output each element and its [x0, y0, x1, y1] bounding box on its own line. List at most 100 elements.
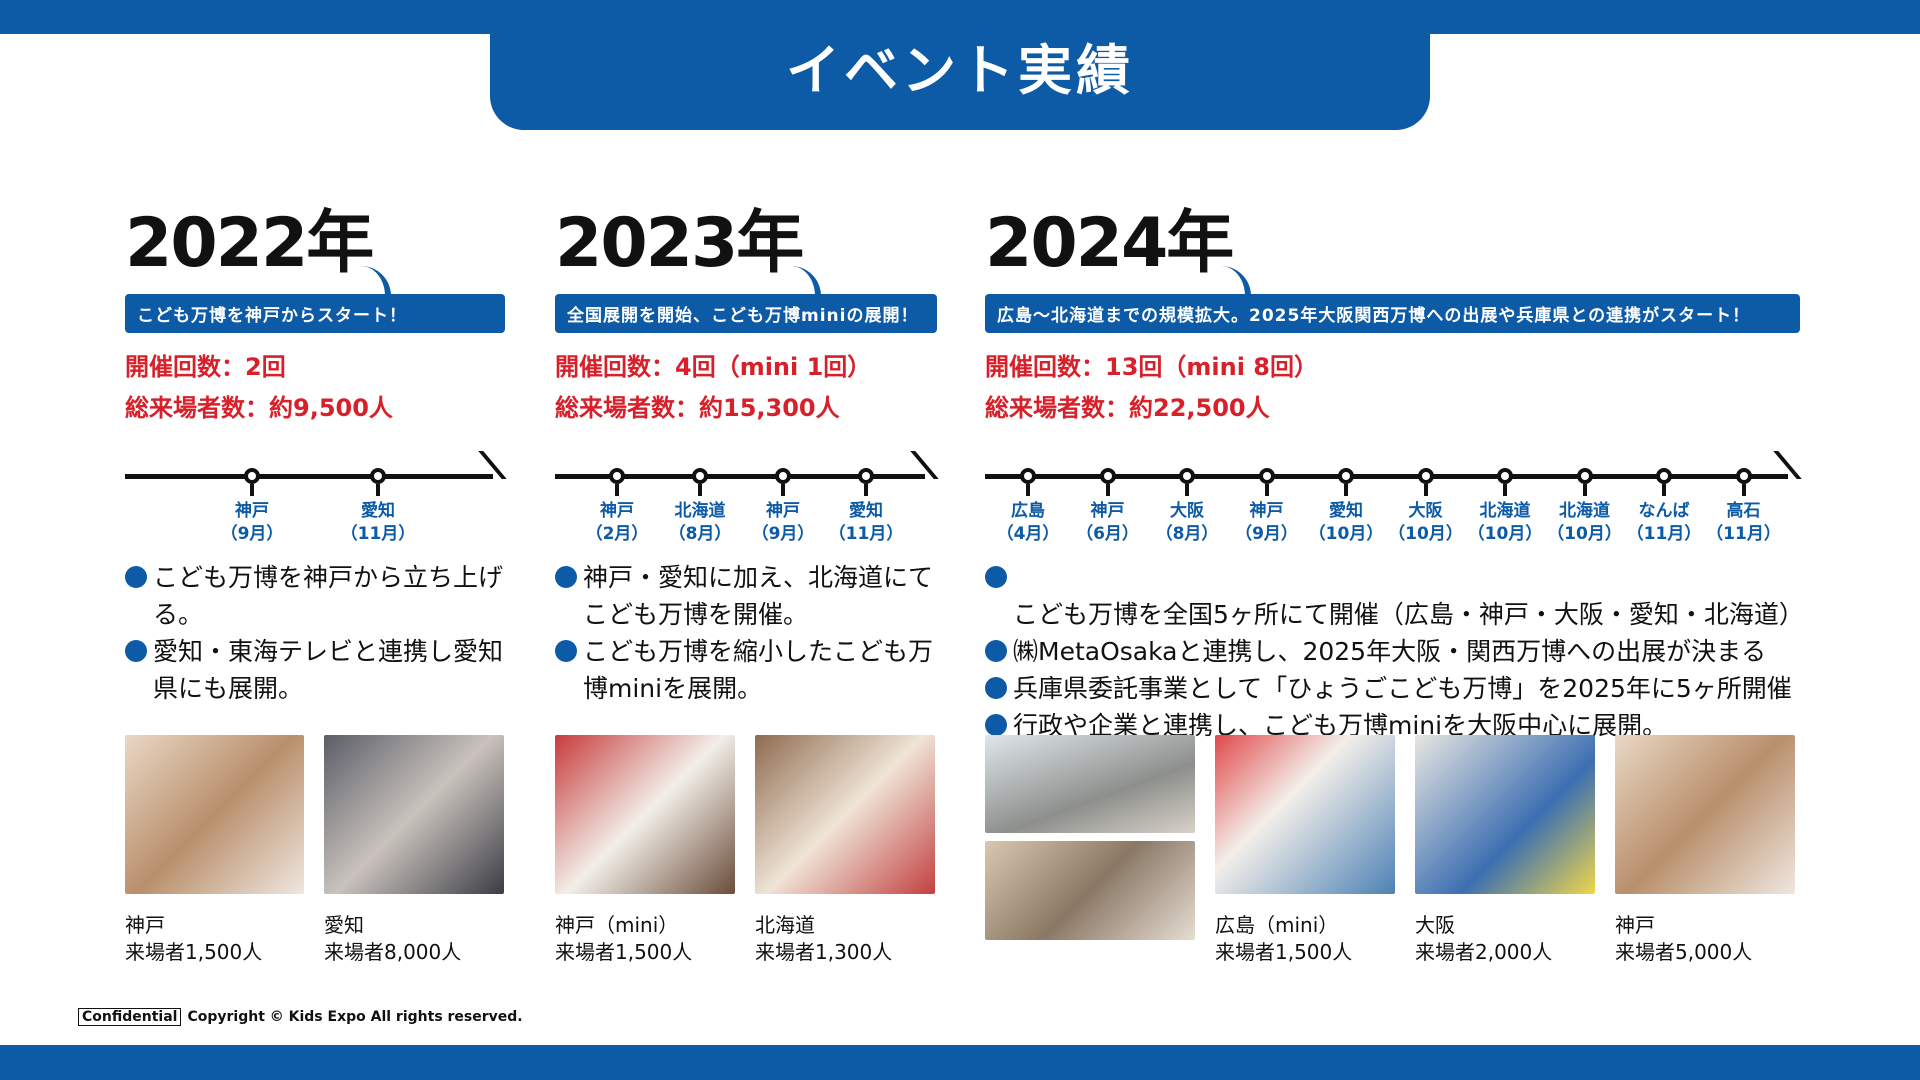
- event-photo: 北海道来場者1,300人: [755, 735, 935, 964]
- photo-visitors: 来場者8,000人: [324, 940, 462, 964]
- timeline-node: 北海道 （10月）: [1545, 437, 1625, 546]
- stat-visitors: 総来場者数：約22,500人: [985, 394, 1270, 422]
- event-photo: [985, 735, 1195, 833]
- timeline: 神戸 （2月） 北海道 （8月） 神戸 （9月） 愛知 （11月）: [555, 437, 939, 547]
- node-month: （2月）: [585, 524, 649, 544]
- node-month: （6月）: [1076, 524, 1139, 544]
- timeline-node: 北海道 （8月）: [660, 437, 740, 546]
- circle-marker-icon: [692, 468, 708, 484]
- photo-visitors: 来場者1,500人: [555, 940, 693, 964]
- circle-marker-icon: [858, 468, 874, 484]
- photo-place: 神戸: [1615, 913, 1655, 937]
- bullet-dot-icon: [985, 566, 1007, 588]
- timeline-line: [985, 474, 1788, 479]
- bullet-item: 兵庫県委託事業として「ひょうごこども万博」を2025年に5ヶ所開催: [985, 670, 1800, 707]
- year-heading: 2023年: [555, 204, 804, 283]
- timeline-node: 神戸 （9月）: [212, 437, 292, 546]
- stat-count: 開催回数：13回（mini 8回）: [985, 353, 1318, 381]
- bullet-dot-icon: [125, 640, 147, 662]
- timeline-node: 愛知 （11月）: [338, 437, 418, 546]
- timeline-node: 神戸 （9月）: [743, 437, 823, 546]
- bullet-item: こども万博を縮小したこども万博miniを展開。: [555, 633, 937, 707]
- photo-place: 神戸: [125, 913, 165, 937]
- year-column-1: 2023年 全国展開を開始、こども万博miniの展開！ 開催回数：4回（mini…: [555, 200, 939, 964]
- node-city: 大阪: [1408, 501, 1443, 521]
- node-city: 大阪: [1170, 501, 1204, 521]
- node-month: （10月）: [1388, 524, 1463, 544]
- node-city: 神戸: [235, 501, 269, 521]
- node-city: 神戸: [1249, 501, 1284, 521]
- bullet-dot-icon: [555, 640, 577, 662]
- photo-visitors: 来場者1,300人: [755, 940, 893, 964]
- stat-count: 開催回数：2回: [125, 353, 286, 381]
- timeline-node: 神戸 （2月）: [577, 437, 657, 546]
- timeline-node: 北海道 （10月）: [1465, 437, 1545, 546]
- node-city: 北海道: [674, 501, 726, 521]
- node-month: （8月）: [1155, 524, 1219, 544]
- timeline-line: [125, 474, 493, 479]
- bullet-item: 神戸・愛知に加え、北海道にてこども万博を開催。: [555, 559, 937, 633]
- event-photo: 神戸 来場者5,000人: [1615, 735, 1795, 964]
- bullet-dot-icon: [985, 714, 1007, 736]
- node-city: 愛知: [849, 501, 883, 521]
- node-month: （11月）: [1706, 524, 1781, 544]
- year-heading: 2022年: [125, 204, 374, 283]
- node-month: （11月）: [828, 524, 904, 544]
- bullet-dot-icon: [985, 677, 1007, 699]
- bullet-item: こども万博を全国5ヶ所にて開催（広島・神戸・大阪・愛知・北海道）: [985, 559, 1804, 633]
- timeline-node: 大阪 （8月）: [1147, 437, 1227, 546]
- bullet-dot-icon: [555, 566, 577, 588]
- node-month: （8月）: [668, 524, 732, 544]
- circle-marker-icon: [1179, 468, 1195, 484]
- circle-marker-icon: [244, 468, 260, 484]
- year-heading: 2024年: [985, 204, 1234, 283]
- photo-place: 神戸（mini）: [555, 913, 679, 937]
- stat-visitors: 総来場者数：約15,300人: [555, 394, 840, 422]
- timeline-node: 大阪 （10月）: [1386, 437, 1466, 546]
- node-city: 愛知: [361, 501, 395, 521]
- footer: Confidential Copyright © Kids Expo All r…: [78, 1008, 523, 1026]
- stat-visitors: 総来場者数：約9,500人: [125, 394, 393, 422]
- event-photo: 大阪 来場者2,000人: [1415, 735, 1595, 964]
- circle-marker-icon: [370, 468, 386, 484]
- node-month: （9月）: [1235, 524, 1298, 544]
- circle-marker-icon: [1338, 468, 1354, 484]
- event-photo: [985, 841, 1195, 940]
- year-banner: 全国展開を開始、こども万博miniの展開！: [555, 294, 937, 333]
- photo-visitors: 来場者1,500人: [1215, 940, 1353, 964]
- circle-marker-icon: [1656, 468, 1672, 484]
- circle-marker-icon: [609, 468, 625, 484]
- node-city: 神戸: [766, 501, 800, 521]
- photo-visitors: 来場者2,000人: [1415, 940, 1553, 964]
- bullet-dot-icon: [985, 640, 1007, 662]
- node-city: 広島: [1011, 501, 1045, 521]
- bullet-list: 神戸・愛知に加え、北海道にてこども万博を開催。 こども万博を縮小したこども万博mi…: [555, 559, 937, 707]
- event-photo: 愛知来場者8,000人: [324, 735, 504, 964]
- node-city: なんば: [1638, 501, 1690, 521]
- bullet-item: 愛知・東海テレビと連携し愛知県にも展開。: [125, 633, 505, 707]
- event-photo: 神戸 来場者1,500人: [125, 735, 304, 964]
- year-banner: こども万博を神戸からスタート！: [125, 294, 505, 333]
- node-month: （10月）: [1467, 524, 1543, 544]
- photo-place: 愛知: [324, 913, 364, 937]
- timeline: 神戸 （9月） 愛知 （11月）: [125, 437, 507, 547]
- bottom-bar: [0, 1045, 1920, 1080]
- page-title: イベント実績: [490, 0, 1430, 130]
- node-city: 北海道: [1559, 501, 1610, 521]
- node-city: 神戸: [600, 501, 634, 521]
- timeline-node: 愛知 （10月）: [1306, 437, 1386, 546]
- node-month: （10月）: [1308, 524, 1384, 544]
- photo-place: 北海道: [755, 913, 815, 937]
- circle-marker-icon: [1258, 468, 1275, 484]
- circle-marker-icon: [775, 468, 791, 484]
- circle-marker-icon: [1576, 468, 1593, 484]
- event-photo: 広島（mini） 来場者1,500人: [1215, 735, 1395, 964]
- circle-marker-icon: [1099, 468, 1116, 484]
- circle-marker-icon: [1735, 468, 1752, 484]
- node-month: （9月）: [751, 524, 815, 544]
- node-city: 神戸: [1090, 501, 1125, 521]
- node-city: 愛知: [1329, 501, 1363, 521]
- timeline: 広島 （4月） 神戸 （6月） 大阪 （8月） 神戸 （9月） 愛知 （10月） 大阪 （1…: [985, 437, 1802, 547]
- circle-marker-icon: [1497, 468, 1513, 484]
- node-month: （4月）: [996, 524, 1060, 544]
